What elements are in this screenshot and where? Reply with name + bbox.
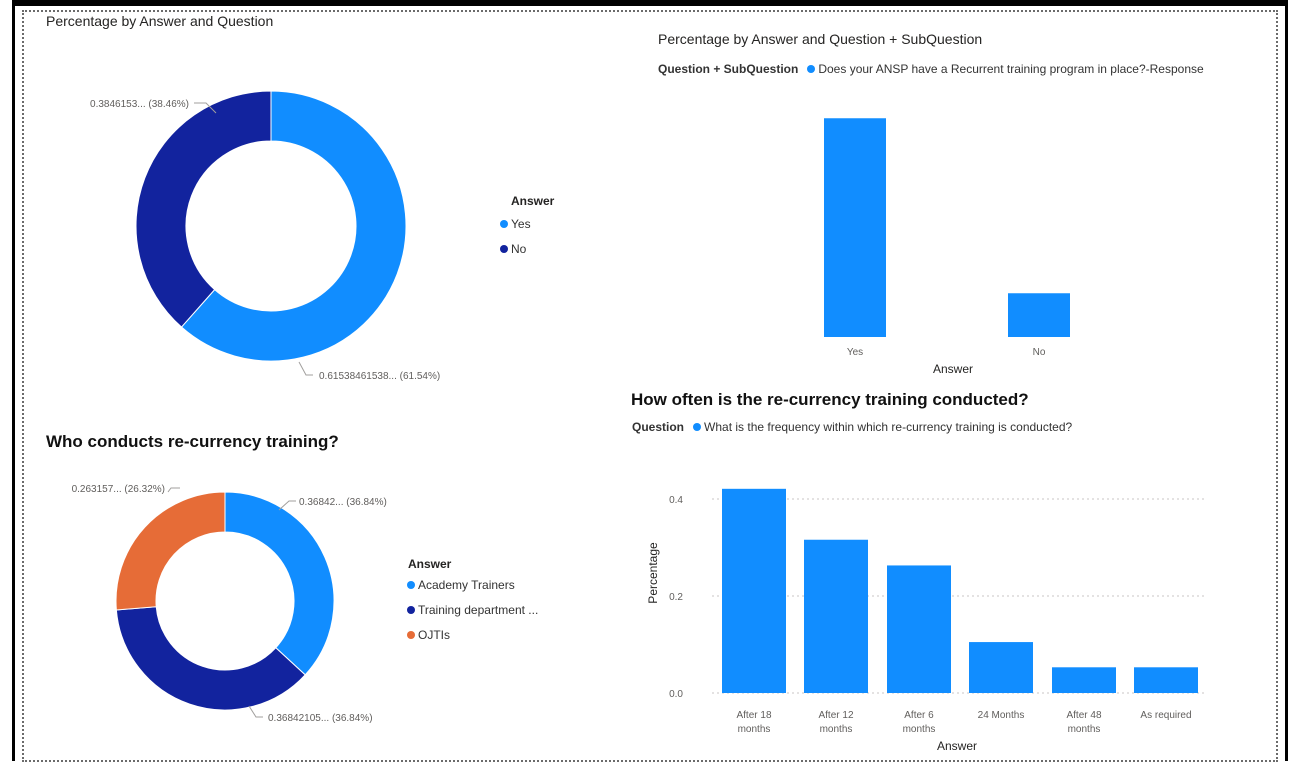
- bar-bottom-legend-dot: [693, 423, 702, 431]
- donut-bottom-title: Who conducts re-currency training?: [46, 432, 339, 451]
- bar-top-yes[interactable]: [824, 118, 886, 337]
- legend-yes-dot: [500, 220, 508, 228]
- legend-academy-label: Academy Trainers: [418, 578, 515, 592]
- bar-bottom-bar-3[interactable]: [969, 642, 1033, 693]
- bar-top-legend[interactable]: Question + SubQuestion Does your ANSP ha…: [658, 62, 1204, 76]
- legend-item-academy-trainers[interactable]: Academy Trainers: [407, 578, 515, 592]
- donut-bottom-label-training-leader: [248, 705, 263, 718]
- donut-top-slice-yes[interactable]: [180, 90, 407, 362]
- bar-bottom-legend-label: Question: [632, 420, 685, 434]
- bar-top-legend-dot: [807, 65, 816, 73]
- bar-bottom-title: How often is the re-currency training co…: [631, 390, 1029, 409]
- bar-bottom-ytick: 0.2: [669, 592, 683, 603]
- legend-ojtis-label: OJTIs: [418, 628, 450, 642]
- legend-item-no[interactable]: No: [500, 242, 526, 256]
- bar-top-legend-item: Does your ANSP have a Recurrent training…: [818, 62, 1204, 76]
- donut-bottom-slice-academy[interactable]: [224, 491, 335, 676]
- bar-bottom-xtick: As required: [1140, 710, 1191, 721]
- donut-bottom-label-training: 0.36842105... (36.84%): [268, 713, 373, 724]
- bar-top-tick-no: No: [1033, 347, 1046, 358]
- bar-bottom-xlabel: Answer: [937, 739, 977, 753]
- donut-bottom-label-ojtis: 0.263157... (26.32%): [72, 484, 165, 495]
- bar-bottom-bar-4[interactable]: [1052, 667, 1116, 693]
- legend-item-yes[interactable]: Yes: [500, 217, 531, 231]
- legend-no-dot: [500, 245, 508, 253]
- bar-bottom-bar-1[interactable]: [804, 539, 868, 693]
- legend-ojtis-dot: [407, 631, 415, 639]
- bar-bottom-bar-0[interactable]: [722, 488, 786, 693]
- bar-bottom-xtick: After 6 months: [903, 710, 936, 735]
- donut-bottom-label-academy: 0.36842... (36.84%): [299, 497, 387, 508]
- bar-bottom-legend-item: What is the frequency within which re-cu…: [704, 420, 1073, 434]
- report-frame: [12, 0, 1288, 761]
- report-canvas-border: [22, 10, 1278, 762]
- bar-bottom-ytick: 0.0: [669, 689, 683, 700]
- donut-top-label-yes: 0.61538461538... (61.54%): [319, 371, 440, 382]
- legend-training-dot: [407, 606, 415, 614]
- bar-bottom-xtick: 24 Months: [978, 710, 1025, 721]
- bar-top-legend-label: Question + SubQuestion: [658, 62, 799, 76]
- bar-bottom-bar-5[interactable]: [1134, 667, 1198, 693]
- donut-bottom-label-ojtis-leader: [167, 487, 180, 493]
- donut-bottom-legend-title: Answer: [408, 557, 452, 571]
- bar-top-tick-yes: Yes: [847, 347, 863, 358]
- donut-top-label-yes-leader: [298, 361, 313, 376]
- legend-item-ojtis[interactable]: OJTIs: [407, 628, 450, 642]
- donut-top-slice-no[interactable]: [135, 90, 272, 328]
- legend-no-label: No: [511, 242, 527, 256]
- donut-top-title: Percentage by Answer and Question: [46, 13, 274, 29]
- bar-bottom-xtick: After 18 months: [736, 710, 771, 735]
- donut-bottom-slice-ojtis[interactable]: [115, 491, 226, 611]
- donut-bottom-slice-training[interactable]: [115, 606, 306, 711]
- legend-yes-label: Yes: [511, 217, 531, 231]
- bar-bottom-ytick: 0.4: [669, 495, 683, 506]
- donut-bottom-label-academy-leader: [278, 500, 296, 511]
- bar-top-no[interactable]: [1008, 293, 1070, 337]
- donut-top-label-no-leader: [194, 102, 217, 114]
- bar-bottom-legend[interactable]: Question What is the frequency within wh…: [632, 420, 1072, 434]
- bar-top-xlabel: Answer: [933, 362, 973, 376]
- donut-top-label-no: 0.3846153... (38.46%): [90, 99, 189, 110]
- bar-bottom-bar-2[interactable]: [887, 565, 951, 693]
- donut-top-legend-title: Answer: [511, 194, 555, 208]
- legend-academy-dot: [407, 581, 415, 589]
- bar-bottom-ylabel: Percentage: [646, 542, 660, 604]
- legend-training-label: Training department ...: [418, 603, 539, 617]
- bar-bottom-xtick: After 12 months: [818, 710, 853, 735]
- legend-item-training-department[interactable]: Training department ...: [407, 603, 538, 617]
- bar-bottom-xtick: After 48 months: [1066, 710, 1101, 735]
- bar-top-title: Percentage by Answer and Question + SubQ…: [658, 31, 983, 47]
